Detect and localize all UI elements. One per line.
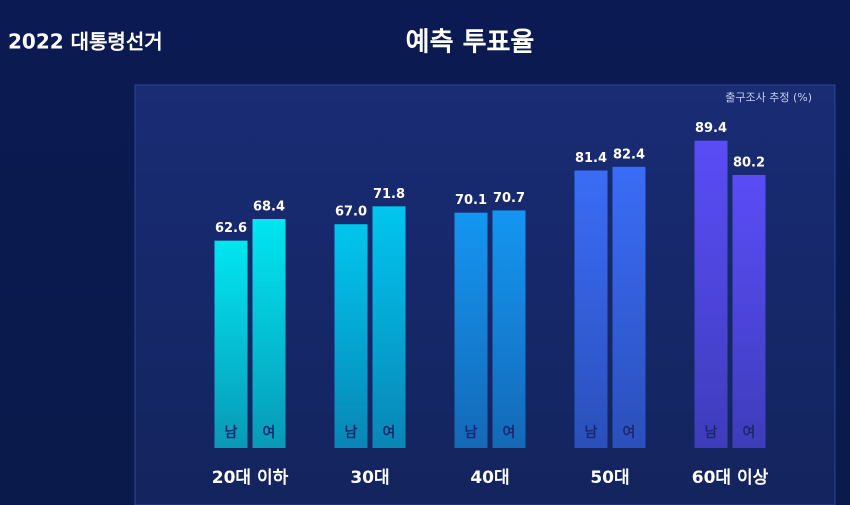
value-label: 89.4: [695, 121, 727, 136]
bar: [492, 210, 526, 448]
series-label: 여: [623, 424, 636, 441]
chart-title: 예측 투표율: [406, 28, 535, 58]
bar: [694, 140, 728, 448]
x-tick-label: 50대: [590, 468, 629, 488]
bar: [252, 219, 286, 448]
value-label: 70.1: [455, 193, 487, 208]
value-label: 80.2: [733, 156, 765, 171]
series-label: 남: [225, 424, 238, 441]
value-label: 71.8: [373, 187, 405, 202]
value-label: 62.6: [215, 221, 247, 236]
value-label: 70.7: [493, 191, 525, 206]
bar: [214, 240, 248, 448]
x-tick-label: 40대: [470, 468, 509, 488]
value-label: 81.4: [575, 151, 607, 166]
series-label: 남: [585, 424, 598, 441]
series-label: 남: [345, 424, 358, 441]
bar: [454, 212, 488, 448]
series-label: 여: [263, 424, 276, 441]
series-label: 남: [705, 424, 718, 441]
bar: [372, 206, 406, 448]
series-label: 여: [503, 424, 516, 441]
series-label: 여: [743, 424, 756, 441]
bar: [574, 170, 608, 448]
logo: 2022 대통령선거: [8, 30, 163, 54]
chart-subtitle: 출구조사 추정 (%): [725, 91, 812, 104]
bar: [732, 175, 766, 448]
series-label: 여: [383, 424, 396, 441]
series-label: 남: [465, 424, 478, 441]
x-tick-label: 30대: [350, 468, 389, 488]
bar: [612, 166, 646, 448]
bar: [334, 224, 368, 448]
x-tick-label: 60대 이상: [692, 468, 769, 488]
x-tick-label: 20대 이하: [212, 468, 289, 488]
value-label: 82.4: [613, 147, 645, 162]
value-label: 67.0: [335, 205, 367, 220]
value-label: 68.4: [253, 200, 285, 215]
